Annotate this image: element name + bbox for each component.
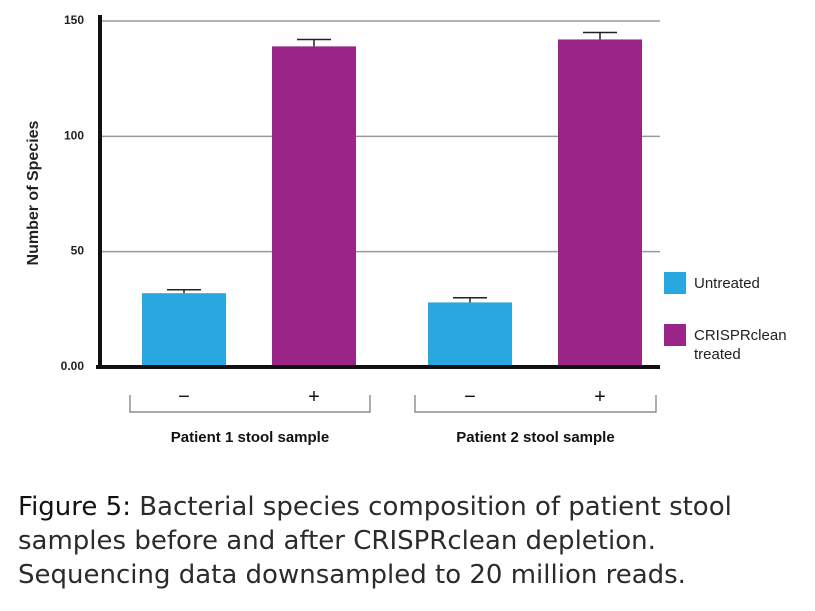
x-category-label: − [178,386,190,408]
legend-label-crisprclean: CRISPRclean treated [694,327,787,363]
y-tick-label: 50 [71,244,85,258]
bar-chart: 0.00 50 100 150 − + − + Patient 1 stool sample… [25,13,660,446]
y-axis-ticks: 0.00 50 100 150 [61,13,85,373]
legend-swatch-untreated [664,272,686,294]
bar [558,39,642,367]
y-tick-label: 100 [64,128,84,142]
x-axis-categories: − + − + [178,386,606,408]
bars [142,31,642,368]
y-tick-label: 150 [64,13,84,27]
bar [428,302,512,367]
group-brackets: Patient 1 stool sample Patient 2 stool sa… [129,395,657,446]
y-axis-label: Number of Species [25,120,42,265]
group-bracket [129,395,371,413]
group-label: Patient 2 stool sample [456,429,614,446]
group-bracket [414,395,657,413]
bar [142,293,226,367]
caption-label: Figure 5: [18,492,131,522]
group-label: Patient 1 stool sample [171,429,329,446]
caption-text: Bacterial species composition of patient… [18,492,732,590]
x-category-label: + [308,386,320,408]
bar [272,46,356,368]
y-tick-label: 0.00 [61,359,85,373]
figure-caption: Figure 5: Bacterial species composition … [18,490,808,592]
axes [96,15,660,369]
legend-label-untreated: Untreated [694,275,760,292]
legend-swatch-crisprclean [664,324,686,346]
x-category-label: − [464,386,476,408]
x-category-label: + [594,386,606,408]
